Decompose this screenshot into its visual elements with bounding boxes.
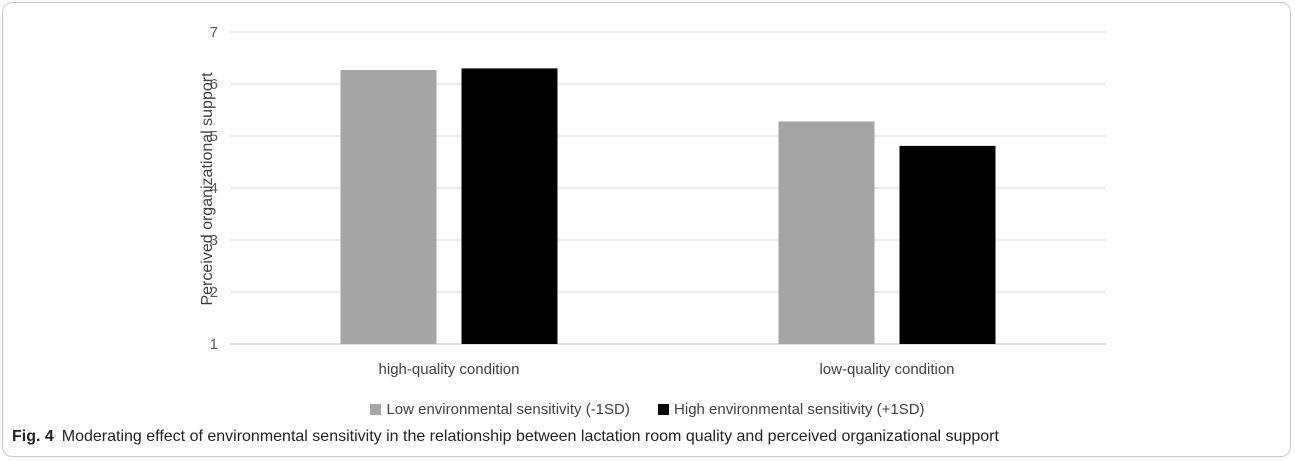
- figure-caption-text: Moderating effect of environmental sensi…: [61, 428, 999, 445]
- figure-caption: Fig. 4 Moderating effect of environmental…: [12, 428, 999, 446]
- y-tick-label: 2: [210, 284, 218, 301]
- bar-low-1: [778, 121, 875, 344]
- legend-item-low: Low environmental sensitivity (-1SD): [370, 401, 630, 418]
- legend-label-low: Low environmental sensitivity (-1SD): [386, 401, 630, 418]
- bar-high-0: [461, 68, 558, 345]
- y-tick-label: 3: [210, 232, 218, 249]
- y-tick-label: 4: [210, 180, 218, 197]
- bars: [340, 68, 996, 345]
- category-labels: high-quality condition low-quality condit…: [379, 361, 955, 378]
- legend-swatch-low: [370, 404, 382, 415]
- y-tick-labels: 1 2 3 4 5 6 7: [210, 24, 218, 353]
- bar-chart: 1 2 3 4 5 6 7 high-quality condition low-qualit…: [199, 24, 1106, 378]
- y-tick-label: 7: [210, 24, 218, 41]
- category-label: low-quality condition: [819, 361, 954, 378]
- y-tick-label: 6: [210, 76, 218, 93]
- legend-label-high: High environmental sensitivity (+1SD): [674, 401, 925, 418]
- figure-label: Fig. 4: [12, 428, 54, 445]
- category-label: high-quality condition: [379, 361, 520, 378]
- y-tick-label: 5: [210, 128, 218, 145]
- y-axis-label: Perceived organizational support: [199, 72, 216, 306]
- bar-high-1: [899, 145, 996, 344]
- bar-low-0: [340, 69, 437, 345]
- y-tick-label: 1: [210, 336, 218, 353]
- legend-swatch-high: [658, 404, 670, 415]
- legend: Low environmental sensitivity (-1SD) Hig…: [0, 401, 1295, 418]
- legend-item-high: High environmental sensitivity (+1SD): [658, 401, 925, 418]
